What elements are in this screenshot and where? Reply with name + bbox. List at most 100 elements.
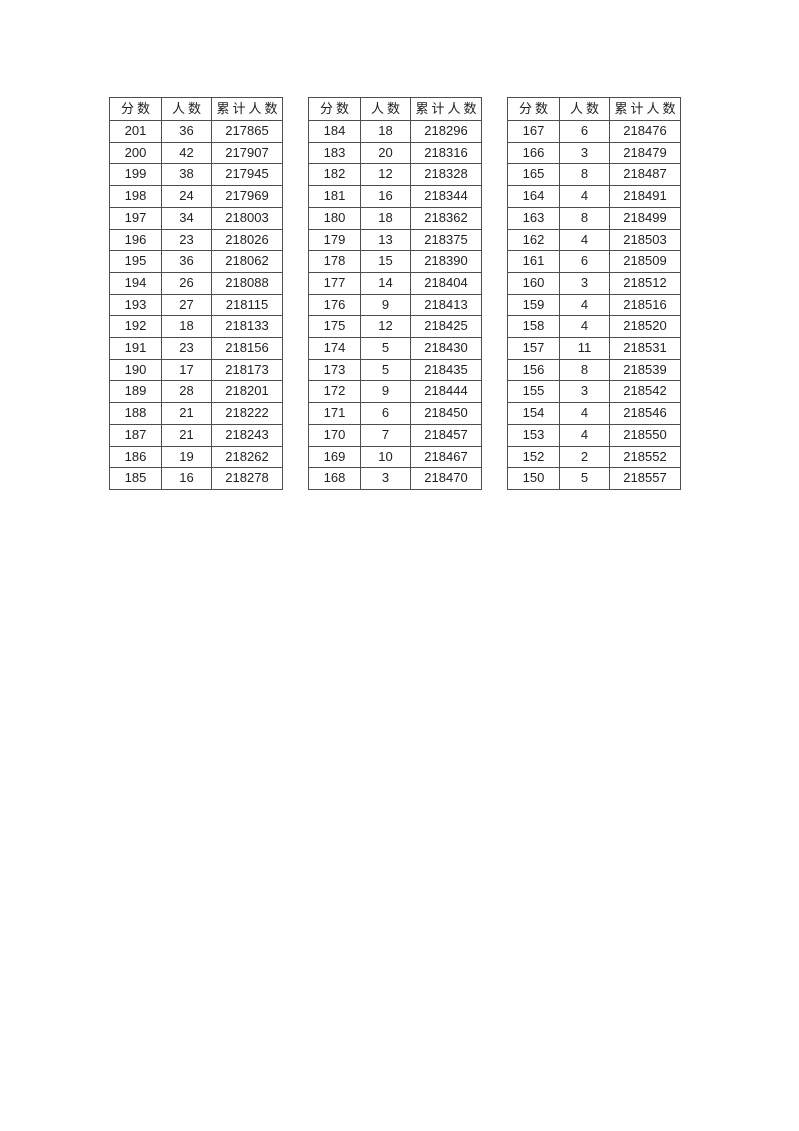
count-cell: 10 [360,445,411,469]
score-cell: 195 [109,250,162,273]
score-cell: 189 [109,380,162,404]
count-cell: 9 [360,380,411,404]
score-cell: 180 [308,206,361,230]
count-cell: 5 [559,467,610,490]
cumulative-cell: 218539 [609,358,681,382]
cumulative-cell: 218133 [211,315,283,339]
count-cell: 4 [559,185,610,208]
count-cell: 6 [559,250,610,273]
score-cell: 193 [109,293,162,317]
table-row: 164 4 218491 [507,185,681,208]
table-row: 188 21 218222 [109,402,283,425]
score-cell: 163 [507,206,560,230]
cumulative-cell: 218450 [410,402,482,425]
count-cell: 8 [559,358,610,382]
score-cell: 167 [507,120,560,143]
cumulative-cell: 218201 [211,380,283,404]
cumulative-cell: 218115 [211,293,283,317]
cumulative-cell: 218479 [609,141,681,165]
cumulative-cell: 218546 [609,402,681,425]
count-cell: 19 [161,445,212,469]
table-row: 201 36 217865 [109,120,283,143]
count-cell: 11 [559,337,610,360]
count-cell: 8 [559,163,610,187]
header-cell: 累计人数 [410,97,482,121]
tables-container: 分数 人数 累计人数 201 36 217865 200 42 217907 199 38 21794… [109,97,681,490]
cumulative-cell: 218088 [211,271,283,295]
score-cell: 194 [109,271,162,295]
score-cell: 168 [308,467,361,490]
cumulative-cell: 218430 [410,337,482,360]
cumulative-cell: 218476 [609,120,681,143]
cumulative-cell: 218003 [211,206,283,230]
cumulative-cell: 218435 [410,358,482,382]
score-cell: 153 [507,423,560,447]
header-cell: 分数 [109,97,162,121]
cumulative-cell: 218222 [211,402,283,425]
table-row: 178 15 218390 [308,250,482,273]
score-cell: 184 [308,120,361,143]
cumulative-cell: 218278 [211,467,283,490]
table-row: 172 9 218444 [308,380,482,404]
count-cell: 3 [559,141,610,165]
score-cell: 152 [507,445,560,469]
cumulative-cell: 218425 [410,315,482,339]
table-row: 162 4 218503 [507,228,681,252]
table-row: 193 27 218115 [109,293,283,317]
table-row: 161 6 218509 [507,250,681,273]
cumulative-cell: 218062 [211,250,283,273]
header-row: 分数 人数 累计人数 [109,97,283,121]
table-row: 183 20 218316 [308,141,482,165]
count-cell: 18 [360,206,411,230]
table-row: 192 18 218133 [109,315,283,339]
table-row: 170 7 218457 [308,423,482,447]
count-cell: 5 [360,337,411,360]
table-row: 153 4 218550 [507,423,681,447]
table-row: 165 8 218487 [507,163,681,187]
table-row: 157 11 218531 [507,337,681,360]
table-row: 196 23 218026 [109,228,283,252]
header-cell: 人数 [161,97,212,121]
count-cell: 4 [559,402,610,425]
count-cell: 13 [360,228,411,252]
table-row: 169 10 218467 [308,445,482,469]
table-row: 166 3 218479 [507,141,681,165]
count-cell: 6 [360,402,411,425]
score-cell: 165 [507,163,560,187]
table-row: 189 28 218201 [109,380,283,404]
cumulative-cell: 218470 [410,467,482,490]
header-cell: 累计人数 [211,97,283,121]
count-cell: 16 [360,185,411,208]
score-cell: 169 [308,445,361,469]
score-cell: 186 [109,445,162,469]
cumulative-cell: 218542 [609,380,681,404]
table-row: 159 4 218516 [507,293,681,317]
header-row: 分数 人数 累计人数 [308,97,482,121]
score-cell: 156 [507,358,560,382]
header-cell: 分数 [507,97,560,121]
cumulative-cell: 218390 [410,250,482,273]
score-table-1: 分数 人数 累计人数 201 36 217865 200 42 217907 199 38 21794… [109,97,283,490]
count-cell: 23 [161,337,212,360]
score-cell: 173 [308,358,361,382]
cumulative-cell: 218499 [609,206,681,230]
table-row: 152 2 218552 [507,445,681,469]
score-cell: 182 [308,163,361,187]
cumulative-cell: 218503 [609,228,681,252]
count-cell: 12 [360,315,411,339]
score-cell: 199 [109,163,162,187]
score-cell: 162 [507,228,560,252]
cumulative-cell: 218026 [211,228,283,252]
score-cell: 197 [109,206,162,230]
score-cell: 190 [109,358,162,382]
table-row: 199 38 217945 [109,163,283,187]
score-cell: 192 [109,315,162,339]
table-row: 163 8 218499 [507,206,681,230]
table-row: 175 12 218425 [308,315,482,339]
score-cell: 166 [507,141,560,165]
cumulative-cell: 218487 [609,163,681,187]
count-cell: 15 [360,250,411,273]
table-row: 180 18 218362 [308,206,482,230]
cumulative-cell: 218557 [609,467,681,490]
table-row: 187 21 218243 [109,423,283,447]
